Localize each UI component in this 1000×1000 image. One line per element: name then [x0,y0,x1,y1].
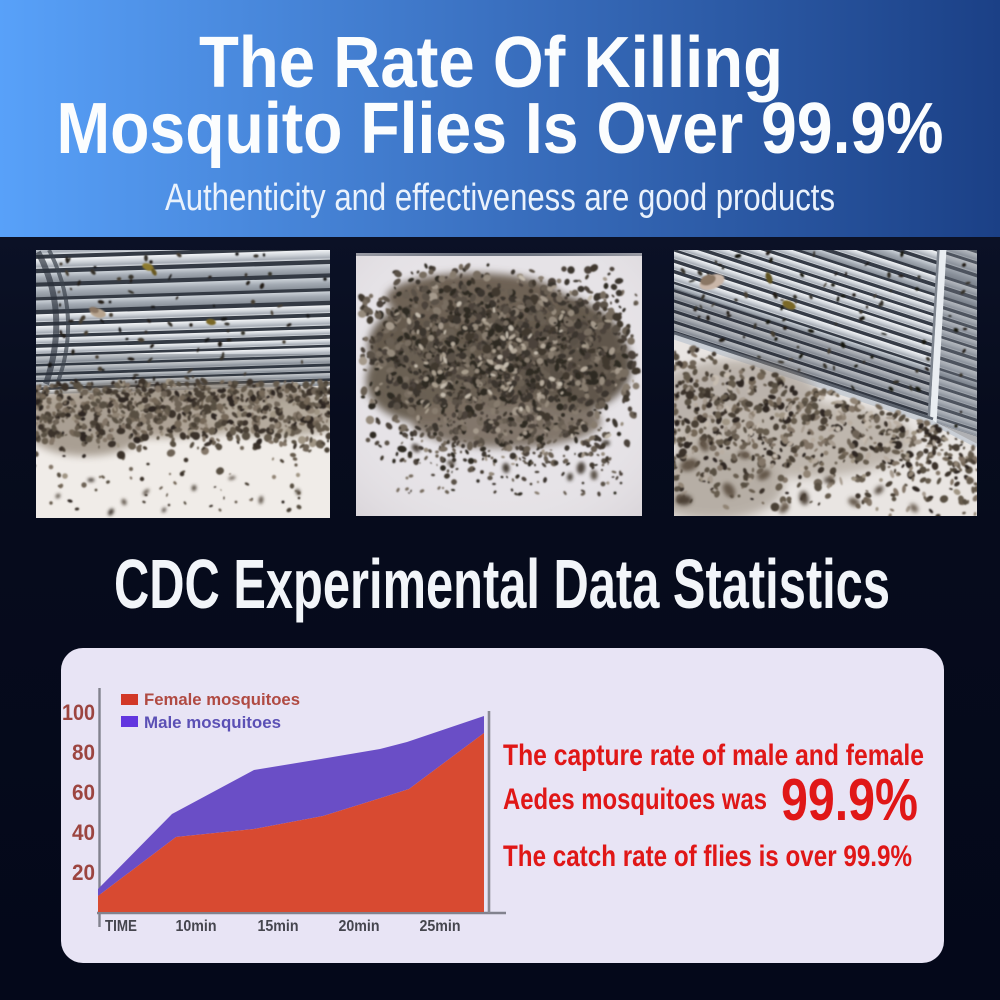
svg-text:99.9%: 99.9% [781,767,918,833]
svg-text:Mosquito Flies Is Over 99.9%: Mosquito Flies Is Over 99.9% [57,89,944,169]
svg-text:The capture rate of male and f: The capture rate of male and female [503,739,924,772]
svg-text:Authenticity and effectiveness: Authenticity and effectiveness are good … [165,177,835,219]
svg-text:80: 80 [72,740,95,765]
svg-text:CDC Experimental Data Statisti: CDC Experimental Data Statistics [114,545,890,623]
svg-text:20: 20 [72,860,95,885]
svg-text:15min: 15min [258,918,299,935]
svg-text:25min: 25min [420,918,461,935]
svg-text:The Rate Of Killing: The Rate Of Killing [199,23,783,103]
svg-text:TIME: TIME [105,918,137,935]
svg-text:10min: 10min [176,918,217,935]
svg-text:Female mosquitoes: Female mosquitoes [144,690,300,709]
svg-text:20min: 20min [339,918,380,935]
svg-text:60: 60 [72,780,95,805]
svg-text:Male mosquitoes: Male mosquitoes [144,713,281,732]
svg-text:Aedes mosquitoes was: Aedes mosquitoes was [503,783,767,816]
svg-text:The catch rate of flies is ove: The catch rate of flies is over 99.9% [503,840,912,873]
svg-text:40: 40 [72,820,95,845]
svg-text:100: 100 [62,700,95,725]
